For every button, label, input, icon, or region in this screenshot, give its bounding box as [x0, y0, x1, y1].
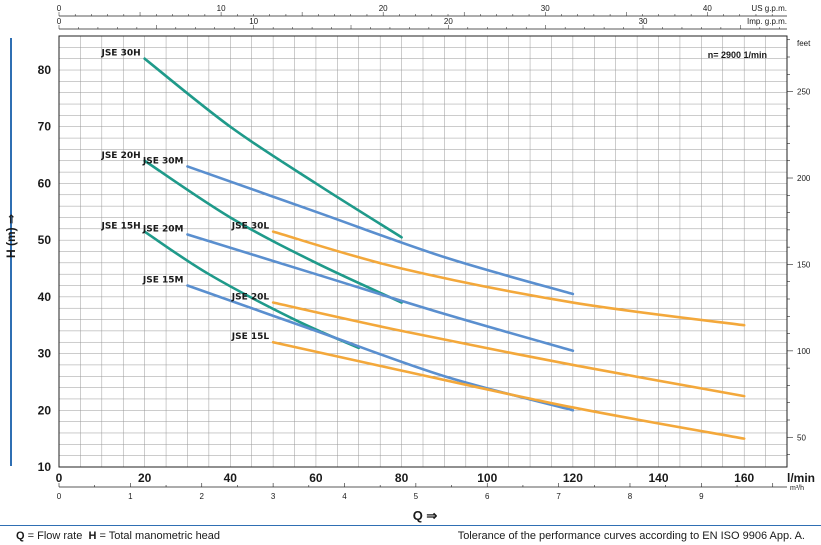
- plot-frame: [58, 35, 788, 468]
- series-label: JSE 20L: [231, 293, 270, 303]
- usgpm-tick-label: 20: [379, 4, 388, 13]
- m3h-tick-label: 2: [200, 492, 205, 501]
- left-accent-bar: [10, 38, 12, 466]
- x-tick-label: 80: [395, 471, 409, 485]
- impgpm-tick-label: 0: [57, 17, 62, 26]
- series-label: JSE 15M: [142, 276, 184, 286]
- series-line-jse-30m: [186, 165, 575, 296]
- series-line-jse-20h: [143, 159, 403, 304]
- x-tick-label: 0: [56, 471, 63, 485]
- series-label: JSE 30L: [231, 222, 270, 232]
- x-tick-label: 140: [649, 471, 669, 485]
- y-tick-label: 50: [38, 233, 52, 247]
- grid: [58, 35, 788, 468]
- y-tick-label: 60: [38, 176, 52, 190]
- y-tick-label: 20: [38, 403, 52, 417]
- m3h-tick-label: 8: [628, 492, 633, 501]
- usgpm-tick-label: 0: [57, 4, 62, 13]
- h-desc: = Total manometric head: [96, 530, 221, 542]
- m3h-tick-label: 4: [342, 492, 347, 501]
- x-unit-label: l/min: [787, 471, 815, 485]
- series-label: JSE 15H: [100, 222, 140, 232]
- y-tick-label: 30: [38, 347, 52, 361]
- series-label: JSE 30M: [142, 156, 184, 166]
- feet-unit-label: feet: [797, 39, 811, 48]
- usgpm-unit-label: US g.p.m.: [751, 4, 787, 13]
- series-label: JSE 20H: [100, 151, 140, 161]
- q-desc: = Flow rate: [24, 530, 83, 542]
- footer-tolerance-note: Tolerance of the performance curves acco…: [457, 530, 805, 542]
- x-tick-label: 60: [309, 471, 323, 485]
- m3h-tick-label: 1: [128, 492, 133, 501]
- series-line-jse-30l: [271, 230, 746, 327]
- footer-rule: [0, 525, 821, 526]
- series-label: JSE 15L: [231, 332, 270, 342]
- feet-tick-label: 50: [797, 433, 806, 442]
- m3h-tick-label: 3: [271, 492, 276, 501]
- x-axis-label: Q ⇒: [413, 508, 438, 523]
- usgpm-tick-label: 40: [703, 4, 712, 13]
- impgpm-tick-label: 20: [444, 17, 453, 26]
- m3h-tick-label: 7: [556, 492, 561, 501]
- x-tick-label: 100: [477, 471, 497, 485]
- series-line-jse-20m: [186, 233, 575, 353]
- m3h-tick-label: 9: [699, 492, 704, 501]
- y-tick-label: 70: [38, 120, 52, 134]
- x-tick-label: 120: [563, 471, 583, 485]
- usgpm-tick-label: 10: [217, 4, 226, 13]
- feet-tick-label: 200: [797, 174, 811, 183]
- feet-tick-label: 150: [797, 260, 811, 269]
- feet-tick-label: 100: [797, 347, 811, 356]
- impgpm-tick-label: 10: [249, 17, 258, 26]
- x-tick-label: 160: [734, 471, 754, 485]
- series-line-jse-15l: [271, 340, 746, 440]
- m3h-unit-label: m³/h: [790, 485, 804, 492]
- series-label: JSE 30H: [100, 49, 140, 59]
- speed-note: n= 2900 1/min: [708, 50, 767, 60]
- m3h-tick-label: 6: [485, 492, 490, 501]
- footer-legend: Q = Flow rate H = Total manometric head: [16, 530, 220, 542]
- usgpm-tick-label: 30: [541, 4, 550, 13]
- q-key: Q: [16, 530, 25, 542]
- series-label: JSE 20M: [142, 224, 184, 234]
- x-tick-label: 40: [224, 471, 238, 485]
- h-key: H: [88, 530, 97, 542]
- m3h-tick-label: 0: [57, 492, 62, 501]
- y-tick-label: 10: [38, 460, 52, 474]
- impgpm-unit-label: Imp. g.p.m.: [747, 17, 787, 26]
- series-line-jse-20l: [271, 301, 746, 398]
- m3h-tick-label: 5: [414, 492, 419, 501]
- series-line-jse-30h: [143, 57, 403, 239]
- y-tick-label: 40: [38, 290, 52, 304]
- feet-tick-label: 250: [797, 88, 811, 97]
- impgpm-tick-label: 30: [639, 17, 648, 26]
- y-tick-label: 80: [38, 63, 52, 77]
- x-tick-label: 20: [138, 471, 152, 485]
